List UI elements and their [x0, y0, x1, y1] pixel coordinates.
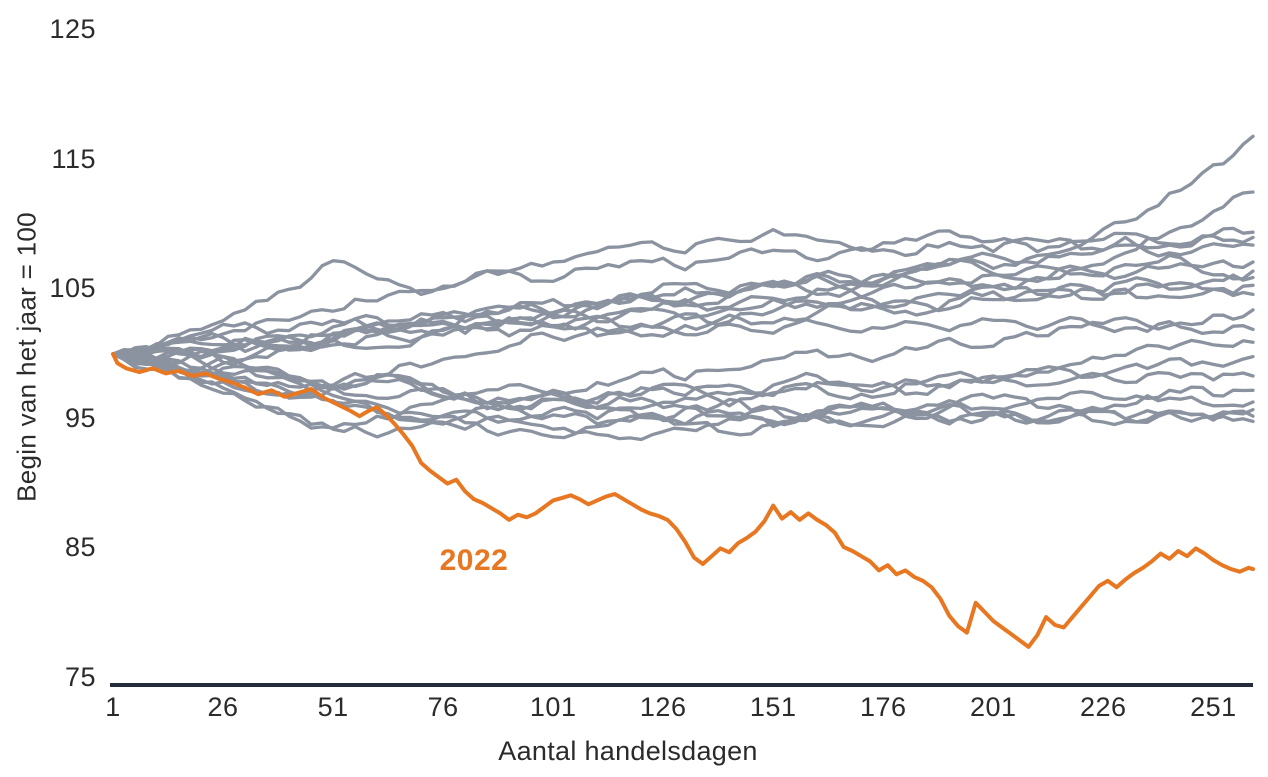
history-line [111, 262, 1255, 360]
x-tick-label: 26 [207, 692, 239, 722]
x-tick-label: 101 [529, 692, 577, 722]
y-tick-label: 105 [49, 273, 96, 304]
y-tick-label: 95 [64, 402, 96, 433]
x-tick-label: 76 [427, 692, 459, 722]
history-line [111, 352, 1255, 430]
history-line [111, 281, 1255, 359]
highlight-line-2022 [111, 352, 1255, 649]
y-tick-label: 125 [49, 14, 96, 44]
history-line [111, 226, 1255, 356]
x-axis-title: Aantal handelsdagen [498, 736, 758, 766]
history-line [111, 348, 1255, 425]
history-line [111, 352, 1255, 439]
x-tick-label: 176 [860, 692, 907, 722]
history-line [111, 315, 1255, 356]
x-tick-label: 1 [105, 692, 121, 722]
history-line [111, 227, 1255, 356]
x-tick-label: 126 [639, 692, 687, 722]
y-tick-label: 75 [64, 662, 96, 692]
x-tick-label: 51 [317, 692, 349, 722]
x-tick-label: 251 [1190, 692, 1237, 722]
x-tick-label: 201 [970, 692, 1017, 722]
history-line [111, 273, 1255, 400]
y-tick-label: 115 [51, 143, 96, 174]
series-label-2022: 2022 [439, 544, 509, 577]
y-tick-label: 85 [64, 532, 96, 563]
x-tick-label: 151 [749, 692, 797, 722]
y-axis-title: Begin van het jaar = 100 [11, 212, 42, 502]
history-line [111, 287, 1255, 367]
x-tick-label: 226 [1080, 692, 1127, 722]
